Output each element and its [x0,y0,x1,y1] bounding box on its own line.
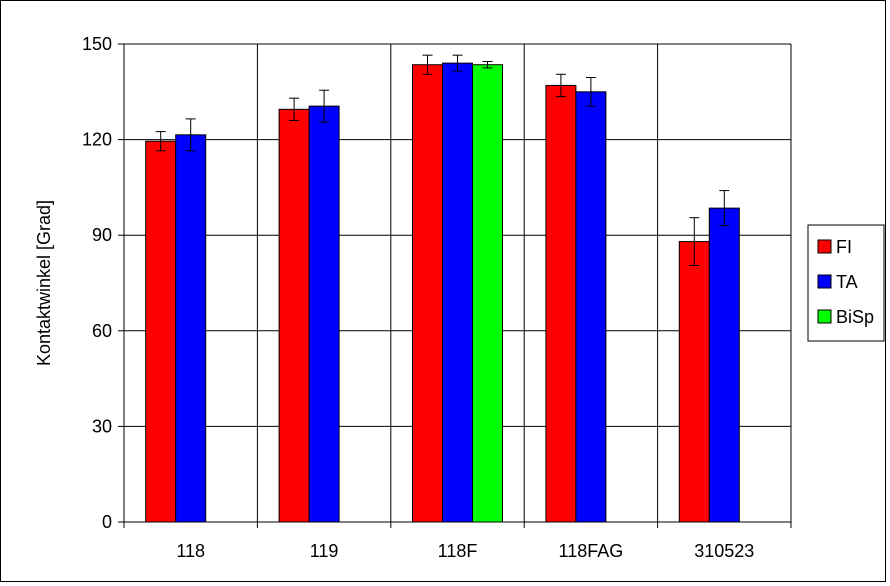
legend-swatch-bisp [817,309,832,324]
x-tick-label: 118 [176,541,205,561]
bar-fi-118 [145,140,177,523]
y-tick-label: 150 [82,34,112,54]
error-bars [155,54,730,266]
x-tick-label: 118F [438,541,478,561]
legend-label-ta: TA [836,272,858,292]
bar-ta-310523 [708,207,740,523]
bar-ta-119 [308,105,340,523]
y-tick-label: 60 [92,321,112,341]
bar-ta-118fag [575,91,607,523]
bar-bisp-118f [472,64,503,523]
y-tick-label: 30 [92,416,112,436]
y-axis-title: Kontaktwinkel [Grad] [34,200,54,366]
axes [118,43,792,528]
tick-labels: 0 30 60 90 120 150 118 119 118F 118FAG 310523 [82,34,754,561]
x-tick-label: 118FAG [559,541,624,561]
legend: FI TA BiSp [807,224,885,342]
legend-label-fi: FI [836,237,852,257]
x-tick-label: 310523 [694,541,754,561]
y-tick-label: 90 [92,225,112,245]
y-tick-label: 0 [102,512,112,532]
bar-fi-119 [278,108,310,523]
y-tick-label: 120 [82,130,112,150]
legend-swatch-ta [817,274,832,289]
x-tick-label: 119 [310,541,339,561]
legend-swatch-fi [817,239,832,254]
grid-lines [124,43,792,522]
bars [145,62,740,523]
bar-fi-118fag [545,84,577,523]
bar-ta-118 [175,134,207,523]
bar-fi-310523 [678,241,710,523]
legend-label-bisp: BiSp [836,307,874,327]
bar-ta-118f [442,62,473,523]
bar-fi-118f [412,64,443,523]
